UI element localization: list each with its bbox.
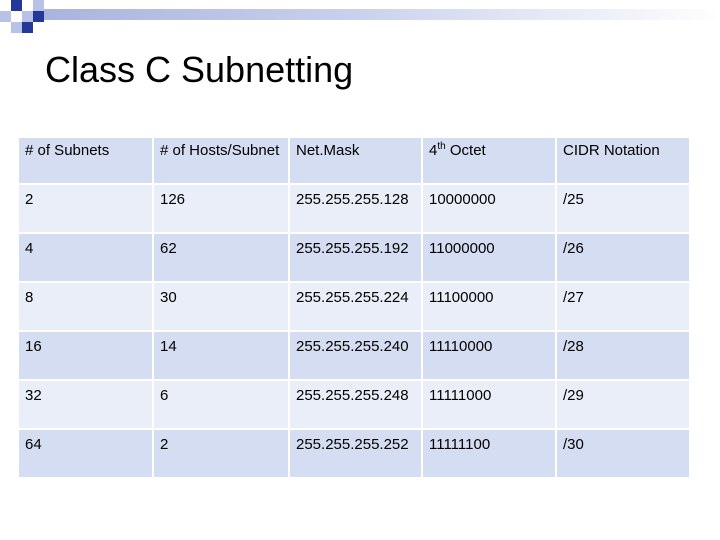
cell-cidr: /27 (556, 282, 689, 332)
decorative-square (22, 11, 33, 22)
cell-octet: 11111000 (422, 380, 557, 430)
table-row: 4 62 255.255.255.192 11000000 /26 (19, 233, 689, 283)
cell-subnets: 64 (19, 429, 154, 477)
cell-netmask: 255.255.255.128 (289, 184, 423, 234)
cell-octet: 11000000 (422, 233, 557, 283)
cell-hosts: 2 (153, 429, 290, 477)
cell-subnets: 8 (19, 282, 154, 332)
cell-octet: 11110000 (422, 331, 557, 381)
cell-subnets: 4 (19, 233, 154, 283)
table-row: 2 126 255.255.255.128 10000000 /25 (19, 184, 689, 234)
cell-hosts: 6 (153, 380, 290, 430)
table-row: 8 30 255.255.255.224 11100000 /27 (19, 282, 689, 332)
cell-subnets: 2 (19, 184, 154, 234)
cell-octet: 10000000 (422, 184, 557, 234)
table-row: 64 2 255.255.255.252 11111100 /30 (19, 429, 689, 477)
cell-cidr: /26 (556, 233, 689, 283)
table-row: 16 14 255.255.255.240 11110000 /28 (19, 331, 689, 381)
cell-subnets: 32 (19, 380, 154, 430)
cell-cidr: /29 (556, 380, 689, 430)
cell-netmask: 255.255.255.240 (289, 331, 423, 381)
cell-hosts: 62 (153, 233, 290, 283)
decorative-square (33, 11, 44, 22)
cell-netmask: 255.255.255.192 (289, 233, 423, 283)
cell-cidr: /25 (556, 184, 689, 234)
cell-netmask: 255.255.255.224 (289, 282, 423, 332)
cell-netmask: 255.255.255.252 (289, 429, 423, 477)
header-cidr-notation: CIDR Notation (556, 138, 689, 185)
decorative-square (0, 11, 11, 22)
header-gradient-bar (44, 9, 720, 20)
cell-octet: 11111100 (422, 429, 557, 477)
header-netmask: Net.Mask (289, 138, 423, 185)
header-subnets: # of Subnets (19, 138, 154, 185)
cell-hosts: 126 (153, 184, 290, 234)
header-fourth-octet-number: 4 (429, 142, 438, 159)
decorative-square (33, 0, 44, 11)
header-hosts-per-subnet: # of Hosts/Subnet (153, 138, 290, 185)
cell-octet: 11100000 (422, 282, 557, 332)
decorative-square (11, 0, 22, 11)
cell-netmask: 255.255.255.248 (289, 380, 423, 430)
cell-cidr: /30 (556, 429, 689, 477)
cell-hosts: 14 (153, 331, 290, 381)
header-fourth-octet-label: Octet (445, 142, 486, 159)
slide-title: Class C Subnetting (45, 49, 354, 90)
subnet-table: # of Subnets # of Hosts/Subnet Net.Mask … (19, 138, 689, 477)
decorative-square (22, 22, 33, 33)
cell-hosts: 30 (153, 282, 290, 332)
header-fourth-octet-suffix: th (437, 141, 446, 152)
cell-cidr: /28 (556, 331, 689, 381)
table-row: 32 6 255.255.255.248 11111000 /29 (19, 380, 689, 430)
cell-subnets: 16 (19, 331, 154, 381)
decorative-square (11, 22, 22, 33)
header-fourth-octet: 4th Octet (422, 138, 557, 185)
table-header-row: # of Subnets # of Hosts/Subnet Net.Mask … (19, 138, 689, 185)
